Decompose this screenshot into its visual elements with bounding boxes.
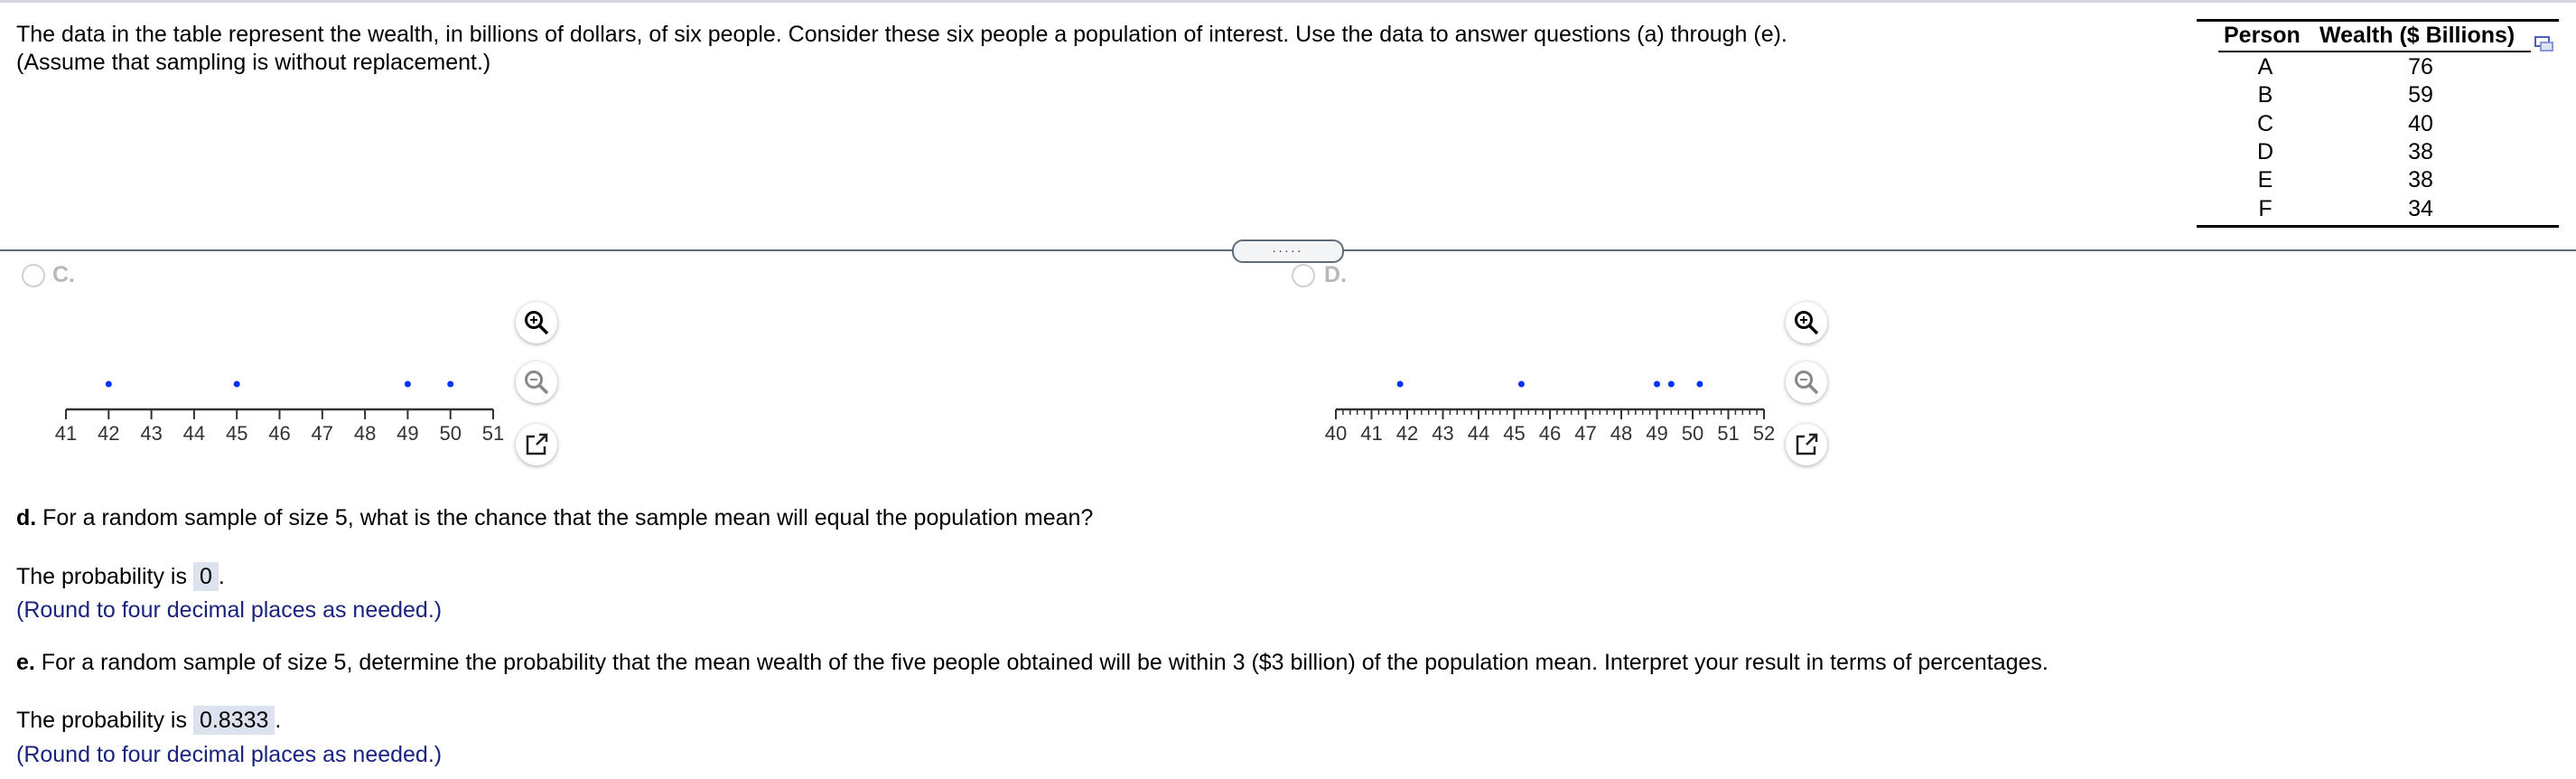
data-point [1667,380,1675,388]
popout-button-c[interactable] [516,424,557,465]
person-cell: B [2257,82,2273,108]
tick-label: 51 [482,422,504,445]
person-cell: C [2256,110,2274,136]
zoom-out-icon [525,371,549,395]
answer-d-suffix: . [218,564,225,589]
option-c-label: C. [52,262,75,287]
answer-e-suffix: . [275,708,282,733]
wealth-cell: 40 [2408,110,2433,136]
tick-label: 52 [1753,422,1775,445]
problem-note: (Assume that sampling is without replace… [16,50,491,75]
option-d-label: D. [1324,262,1347,287]
tick-label: 43 [1432,422,1453,445]
tick-label: 46 [1539,422,1561,445]
person-cell: A [2257,54,2273,80]
tick-label: 43 [140,422,162,445]
data-point [1654,380,1660,388]
tick-label: 50 [1682,422,1703,445]
data-point [105,380,112,388]
question-e: e. For a random sample of size 5, determ… [16,649,2049,676]
external-link-icon [1796,433,1818,455]
dotplot-d: 40 41 42 43 44 45 46 47 48 49 50 51 52 [1325,380,1775,445]
zoom-out-button-c[interactable] [516,361,557,403]
tick-label: 45 [1503,422,1525,445]
tick-label: 42 [1396,422,1418,445]
external-link-icon [526,433,548,455]
tick-label: 47 [1574,422,1596,445]
zoom-out-icon [1795,371,1819,395]
problem-statement: The data in the table represent the weal… [16,22,1787,47]
zoom-in-icon [1795,311,1819,335]
question-e-letter: e. [16,650,35,675]
data-point [404,380,411,388]
option-c-radio[interactable] [22,264,45,287]
tick-label: 45 [226,422,247,445]
wealth-cell: 38 [2408,167,2433,193]
tick-label: 49 [1646,422,1667,445]
answer-d-prefix: The probability is [16,564,187,589]
table-bottom-rule [2197,225,2559,228]
zoom-in-button-d[interactable] [1786,302,1827,343]
wealth-cell: 76 [2408,54,2433,80]
zoom-out-button-d[interactable] [1786,361,1827,403]
table-header-wealth: Wealth ($ Billions) [2319,23,2515,48]
dotplot-c: 41 42 43 44 45 46 47 48 49 50 51 [55,380,504,445]
answer-d-field[interactable]: 0 [192,562,219,591]
table-header-rule [2218,51,2531,52]
top-border [0,0,2576,3]
person-cell: F [2258,195,2273,221]
tick-label: 51 [1717,422,1739,445]
answer-d-line: The probability is 0. [16,562,225,591]
answer-e-prefix: The probability is [16,708,187,733]
option-d-radio[interactable] [1292,264,1315,287]
zoom-in-icon [525,311,549,335]
tick-label: 50 [439,422,461,445]
tick-label: 47 [312,422,333,445]
table-header-person: Person [2224,23,2301,48]
question-e-text: For a random sample of size 5, determine… [34,650,2049,675]
question-d: d. For a random sample of size 5, what i… [16,504,1093,531]
wealth-cell: 38 [2408,138,2433,164]
copy-window-icon[interactable] [2534,34,2554,52]
wealth-cell: 59 [2408,82,2433,108]
tick-label: 48 [1610,422,1632,445]
data-point [233,380,240,388]
tick-label: 40 [1325,422,1347,445]
tick-label: 49 [397,422,418,445]
data-point [1696,380,1703,388]
divider-handle[interactable]: ..... [1232,239,1344,263]
popout-button-d[interactable] [1786,424,1827,465]
answer-e-line: The probability is 0.8333. [16,706,282,735]
tick-label: 46 [268,422,290,445]
wealth-cell: 34 [2408,195,2433,221]
person-cell: D [2256,138,2274,164]
answer-e-hint: (Round to four decimal places as needed.… [16,742,443,767]
question-d-letter: d. [16,505,37,530]
data-point [1517,380,1525,388]
answer-d-hint: (Round to four decimal places as needed.… [16,597,443,623]
tick-label: 44 [1468,422,1489,445]
answer-e-field[interactable]: 0.8333 [192,706,275,735]
tick-label: 42 [98,422,119,445]
tick-label: 41 [55,422,77,445]
tick-label: 41 [1360,422,1382,445]
tick-label: 48 [354,422,376,445]
data-point [1396,380,1404,388]
zoom-in-button-c[interactable] [516,302,557,343]
data-point [447,380,454,388]
person-cell: E [2257,167,2273,193]
question-d-text: For a random sample of size 5, what is t… [36,505,1094,530]
table-top-rule [2197,19,2559,22]
tick-label: 44 [183,422,205,445]
